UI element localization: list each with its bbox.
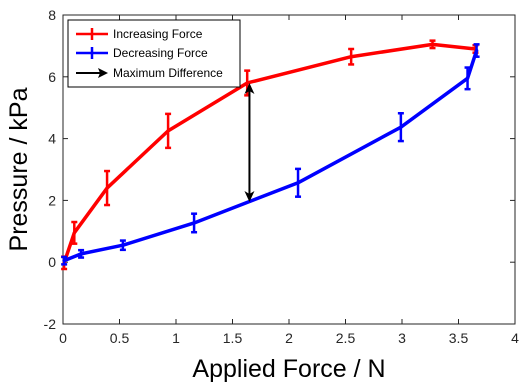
x-tick-label: 1: [172, 330, 180, 346]
y-tick-label: -2: [44, 316, 57, 332]
y-tick-label: 2: [48, 192, 56, 208]
x-tick-label: 2.5: [336, 330, 356, 346]
x-tick-label: 3: [398, 330, 406, 346]
series-line-decreasing: [62, 48, 479, 263]
y-tick-label: 6: [48, 69, 56, 85]
y-tick-label: 0: [48, 254, 56, 270]
x-tick-label: 2: [285, 330, 293, 346]
y-axis-title: Pressure / kPa: [5, 87, 33, 251]
x-tick-label: 1.5: [223, 330, 243, 346]
series-layer: [61, 39, 480, 271]
legend-arrowhead-icon: [98, 68, 108, 78]
legend-label-increasing: Increasing Force: [113, 27, 203, 41]
series-line-increasing: [62, 42, 478, 265]
legend: Increasing Force Decreasing Force Maximu…: [67, 19, 241, 88]
x-tick-label: 0.5: [110, 330, 130, 346]
legend-label-decreasing: Decreasing Force: [113, 46, 208, 60]
legend-label-max-diff: Maximum Difference: [113, 66, 223, 80]
x-tick-label: 3.5: [449, 330, 469, 346]
annotation-layer: [244, 82, 255, 202]
arrowhead-up-icon: [244, 82, 255, 94]
y-tick-label: 4: [48, 131, 56, 147]
y-tick-label: 8: [48, 7, 56, 23]
x-tick-label: 4: [511, 330, 519, 346]
arrowhead-down-icon: [244, 190, 255, 202]
x-tick-label: 0: [59, 330, 67, 346]
x-axis-title: Applied Force / N: [192, 355, 385, 383]
